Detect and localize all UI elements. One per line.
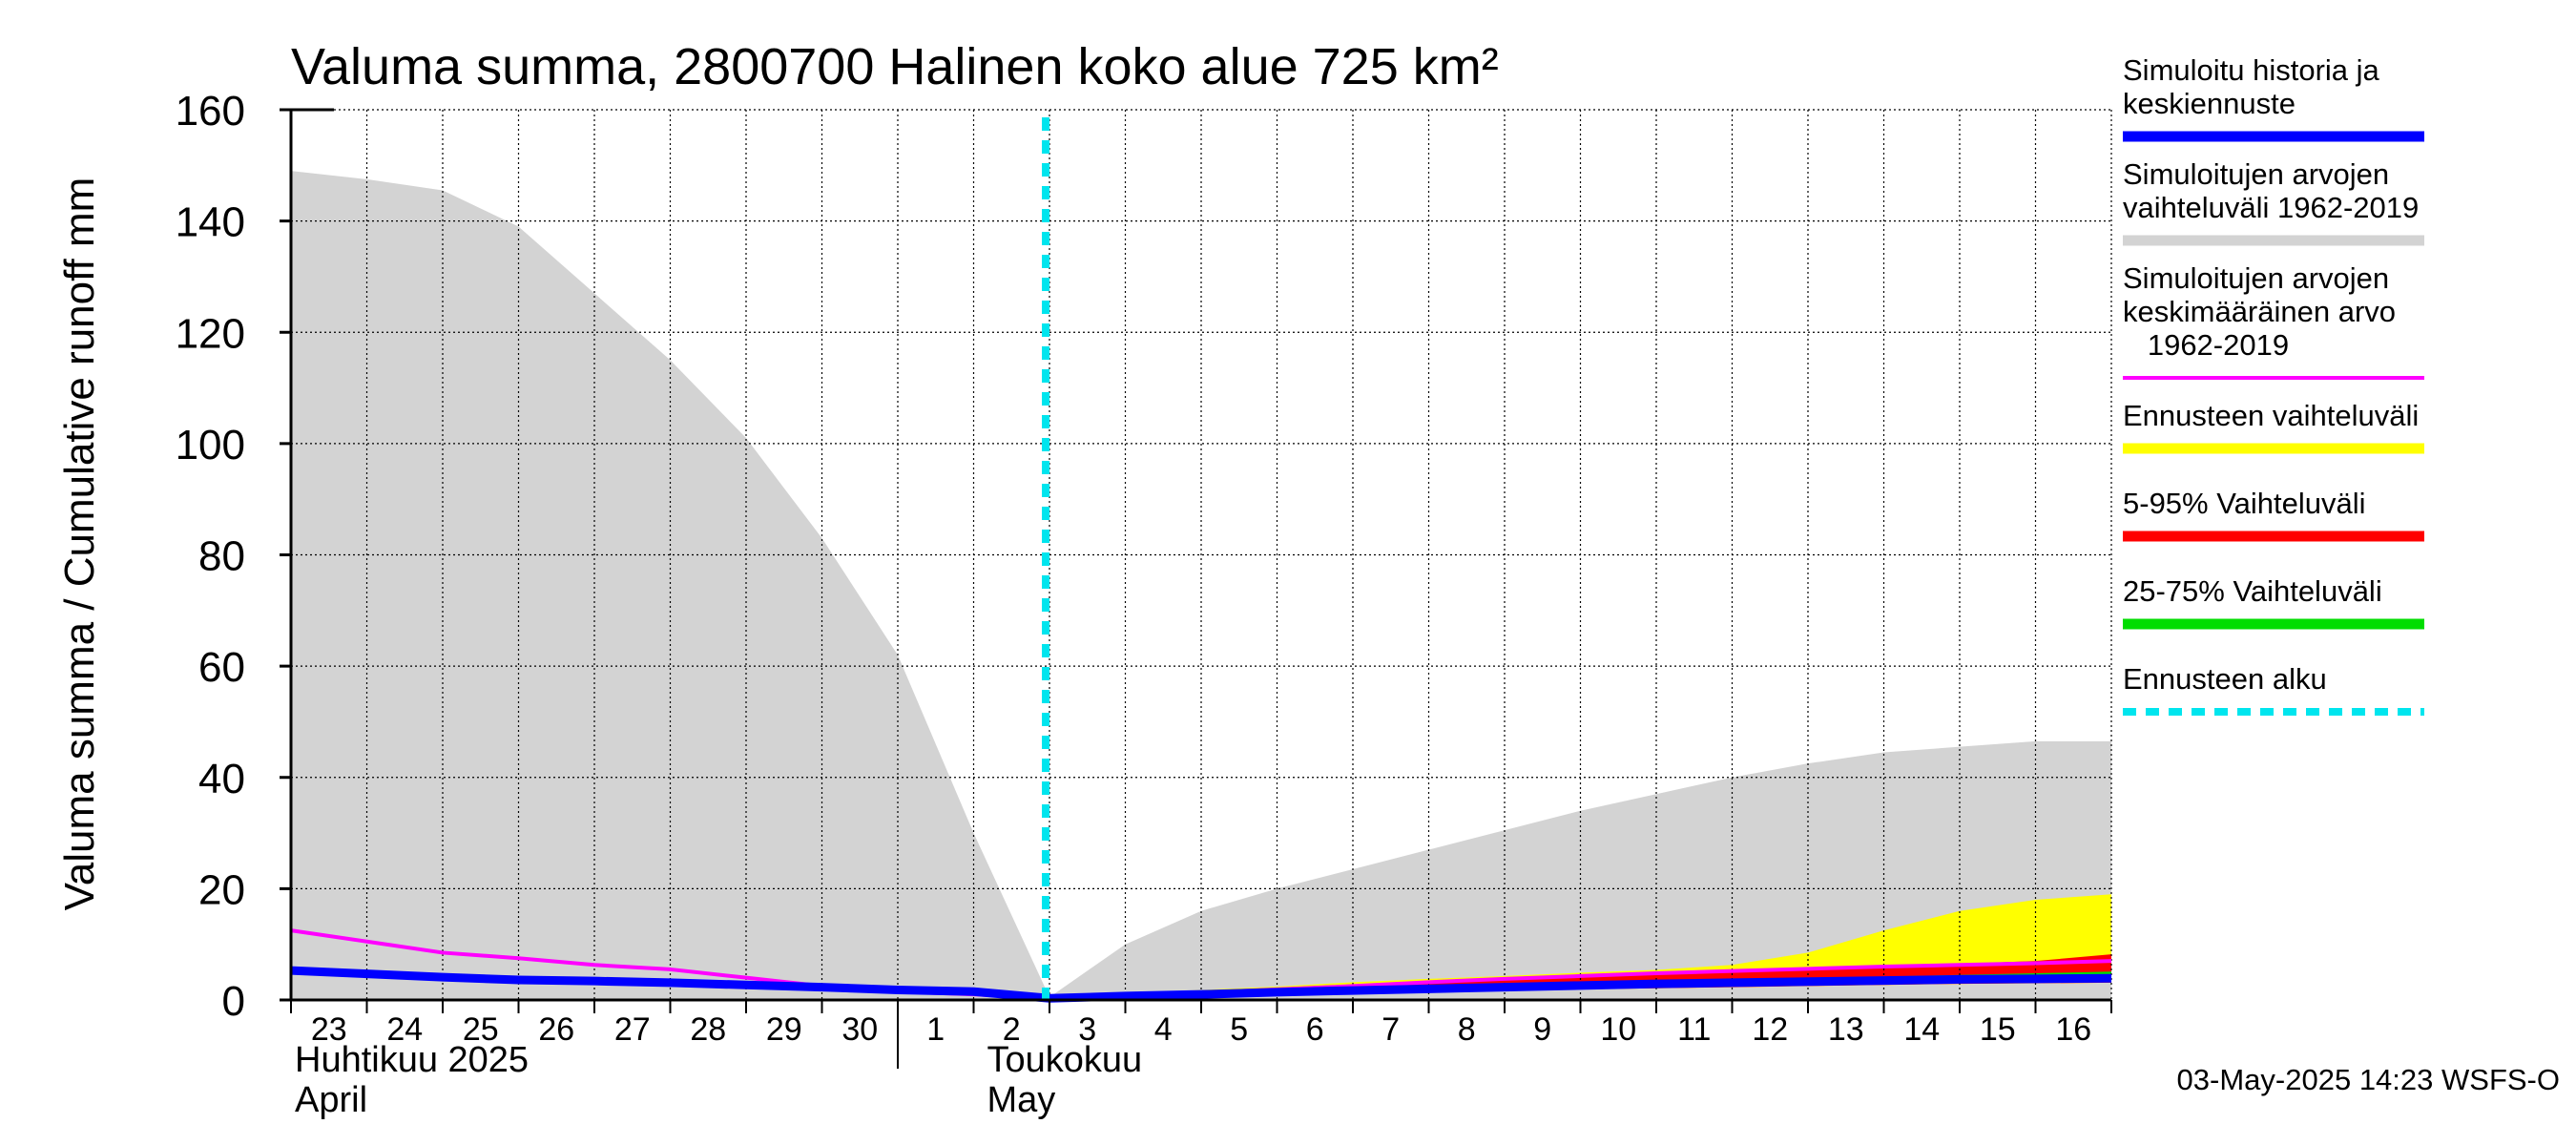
legend-label: Simuloitujen arvojen <box>2123 261 2389 295</box>
x-tick-label: 30 <box>841 1011 878 1048</box>
x-tick-label: 13 <box>1828 1011 1864 1048</box>
month-label: Huhtikuu 2025 <box>295 1040 529 1080</box>
band-simuloitujen-arvojen-vaihteluv-li-1962-2019 <box>291 171 2111 1001</box>
legend-label: 1962-2019 <box>2123 328 2289 362</box>
y-axis-label: Valuma summa / Cumulative runoff mm <box>56 177 103 911</box>
y-tick-label: 120 <box>176 310 245 357</box>
y-tick-label: 140 <box>176 199 245 246</box>
legend-label: Simuloitu historia ja <box>2123 53 2380 87</box>
x-tick-label: 24 <box>386 1011 423 1048</box>
plot-area <box>290 109 2112 1003</box>
y-tick-label: 100 <box>176 422 245 468</box>
y-tick-label: 20 <box>198 866 245 913</box>
month-label-english: May <box>987 1080 1056 1120</box>
x-tick-label: 11 <box>1677 1011 1711 1048</box>
y-tick-label: 160 <box>176 88 245 135</box>
x-tick-label: 12 <box>1752 1011 1788 1048</box>
x-tick-label: 26 <box>538 1011 574 1048</box>
x-tick-label: 1 <box>926 1011 945 1048</box>
x-tick-label: 7 <box>1381 1011 1400 1048</box>
x-tick-label: 3 <box>1078 1011 1096 1048</box>
x-tick-label: 10 <box>1600 1011 1636 1048</box>
timestamp-footer: 03-May-2025 14:23 WSFS-O <box>2177 1063 2560 1096</box>
x-tick-label: 8 <box>1458 1011 1476 1048</box>
x-tick-label: 25 <box>463 1011 499 1048</box>
month-label-english: April <box>295 1080 367 1120</box>
month-label: Toukokuu <box>987 1040 1143 1080</box>
x-tick-label: 14 <box>1903 1011 1940 1048</box>
legend-label: Ennusteen alku <box>2123 662 2327 696</box>
x-tick-label: 2 <box>1003 1011 1021 1048</box>
x-tick-label: 27 <box>614 1011 651 1048</box>
y-tick-label: 80 <box>198 533 245 580</box>
x-tick-label: 15 <box>1980 1011 2016 1048</box>
y-tick-label: 60 <box>198 644 245 691</box>
x-tick-label: 28 <box>690 1011 726 1048</box>
x-tick-label: 23 <box>311 1011 347 1048</box>
legend-label: keskimääräinen arvo <box>2123 295 2396 328</box>
line-simuloitu-historia-ja-keskiennuste <box>290 966 2112 1003</box>
x-tick-label: 5 <box>1230 1011 1248 1048</box>
legend-label: vaihteluväli 1962-2019 <box>2123 191 2419 224</box>
legend-label: Ennusteen vaihteluväli <box>2123 399 2419 432</box>
x-tick-label: 29 <box>766 1011 802 1048</box>
chart-title: Valuma summa, 2800700 Halinen koko alue … <box>291 38 1499 95</box>
legend-label: Simuloitujen arvojen <box>2123 157 2389 191</box>
y-tick-label: 40 <box>198 756 245 802</box>
x-tick-label: 9 <box>1533 1011 1551 1048</box>
legend-label: 25-75% Vaihteluväli <box>2123 574 2382 608</box>
legend-label: 5-95% Vaihteluväli <box>2123 487 2365 520</box>
legend-label: keskiennuste <box>2123 87 2296 120</box>
x-tick-label: 6 <box>1306 1011 1324 1048</box>
x-tick-label: 16 <box>2055 1011 2091 1048</box>
y-tick-label: 0 <box>222 978 245 1025</box>
x-tick-label: 4 <box>1154 1011 1173 1048</box>
